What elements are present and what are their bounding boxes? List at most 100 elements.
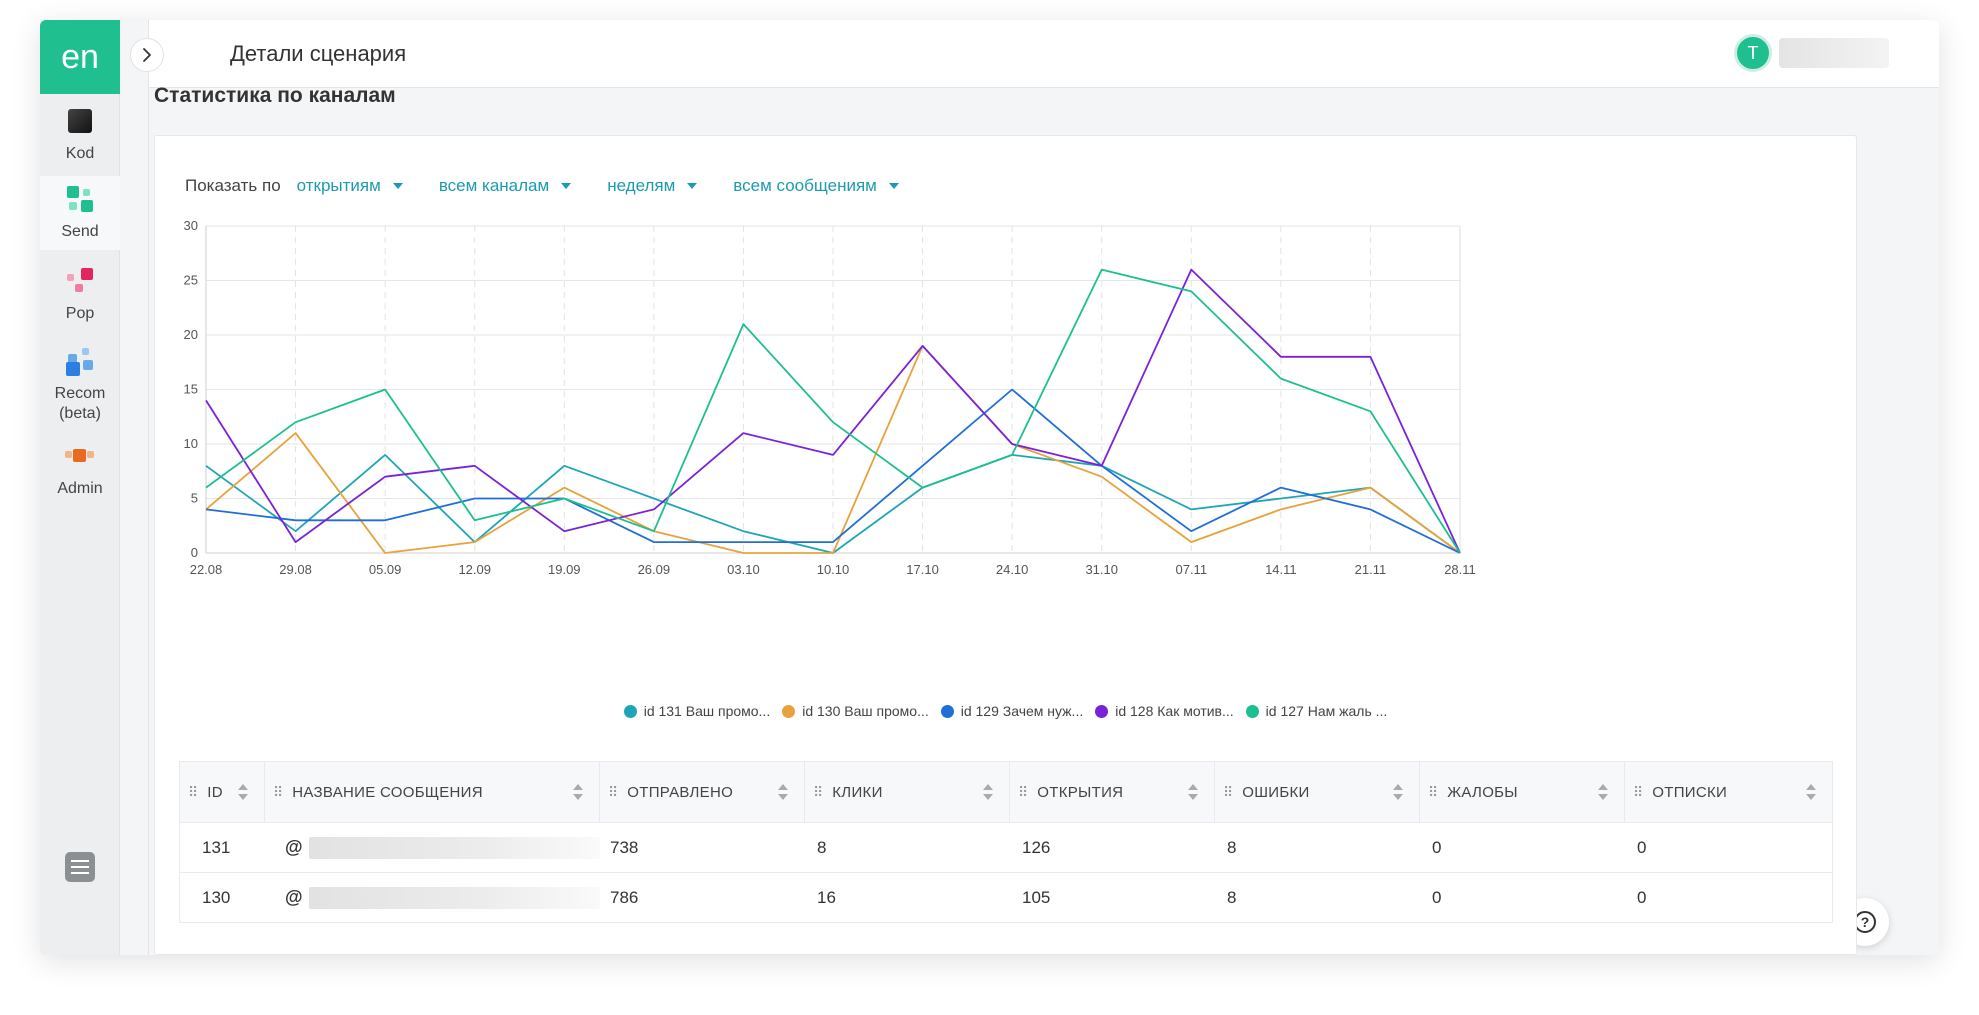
sort-icon[interactable] xyxy=(238,784,248,800)
drag-handle-icon[interactable]: ⠿ xyxy=(608,783,618,800)
x-tick-label: 24.10 xyxy=(996,562,1029,577)
col-complaints[interactable]: ⠿ ЖАЛОБЫ xyxy=(1420,762,1625,822)
col-label: ЖАЛОБЫ xyxy=(1447,783,1518,801)
legend-label: id 131 Ваш промо... xyxy=(643,703,771,719)
chevron-right-icon xyxy=(143,48,151,62)
settings-sliders-icon[interactable] xyxy=(65,852,95,882)
cell-errors: 8 xyxy=(1227,887,1237,907)
message-name-redacted xyxy=(308,836,600,859)
sort-icon[interactable] xyxy=(778,784,788,800)
pop-icon xyxy=(65,266,95,296)
col-label: ОТКРЫТИЯ xyxy=(1037,783,1124,801)
x-tick-label: 10.10 xyxy=(817,562,850,577)
sidebar-item-kod[interactable]: Kod xyxy=(40,94,120,176)
period-dropdown[interactable]: неделям xyxy=(607,176,698,196)
legend-label: id 128 Как мотив... xyxy=(1115,703,1234,719)
caret-down-icon xyxy=(392,183,403,189)
series-line-3 xyxy=(205,388,1461,554)
x-tick-label: 26.09 xyxy=(638,562,671,577)
x-tick-label: 29.08 xyxy=(279,562,312,577)
legend-item[interactable]: id 130 Ваш промо... xyxy=(782,703,929,719)
cell-unsubs: 0 xyxy=(1637,837,1647,857)
sidebar-item-recom[interactable]: Recom (beta) xyxy=(40,340,120,430)
expand-sidebar-button[interactable] xyxy=(130,38,164,72)
sidebar-item-label: Recom (beta) xyxy=(54,385,106,422)
cell-name: @ xyxy=(265,836,600,859)
drag-handle-icon[interactable]: ⠿ xyxy=(1018,783,1028,800)
col-label: КЛИКИ xyxy=(832,783,883,801)
drag-handle-icon[interactable]: ⠿ xyxy=(813,783,823,800)
sort-icon[interactable] xyxy=(1188,784,1198,800)
sidebar-item-send[interactable]: Send xyxy=(40,176,120,250)
x-tick-label: 31.10 xyxy=(1085,562,1118,577)
sidebar-item-label: Kod xyxy=(65,145,95,162)
col-label: ID xyxy=(207,783,223,801)
legend-swatch xyxy=(1095,704,1109,718)
drag-handle-icon[interactable]: ⠿ xyxy=(188,783,198,800)
legend-item[interactable]: id 128 Как мотив... xyxy=(1095,703,1234,719)
metric-dropdown[interactable]: открытиям xyxy=(297,176,403,196)
sidebar-item-label: Send xyxy=(61,223,99,240)
legend-item[interactable]: id 129 Зачем нуж... xyxy=(940,703,1084,719)
drag-handle-icon[interactable]: ⠿ xyxy=(273,783,283,800)
caret-down-icon xyxy=(888,183,899,189)
messages-dropdown[interactable]: всем сообщениям xyxy=(733,176,899,196)
y-tick-label: 25 xyxy=(184,273,198,288)
x-tick-label: 17.10 xyxy=(906,562,939,577)
col-label: ОШИБКИ xyxy=(1242,783,1310,801)
col-id[interactable]: ⠿ ID xyxy=(180,762,265,822)
table-row[interactable]: 130 @ 786 16 105 8 0 0 xyxy=(179,873,1833,923)
legend-label: id 127 Нам жаль ... xyxy=(1265,703,1388,719)
cell-clicks: 16 xyxy=(817,887,836,907)
channel-value: всем каналам xyxy=(438,176,550,195)
cell-errors: 8 xyxy=(1227,837,1237,857)
x-tick-label: 12.09 xyxy=(458,562,491,577)
email-at-icon: @ xyxy=(285,887,303,907)
col-name[interactable]: ⠿ НАЗВАНИЕ СООБЩЕНИЯ xyxy=(265,762,600,822)
sidebar-item-label: Pop xyxy=(65,305,95,322)
col-clicks[interactable]: ⠿ КЛИКИ xyxy=(805,762,1010,822)
legend-item[interactable]: id 131 Ваш промо... xyxy=(623,703,771,719)
sidebar-item-admin[interactable]: Admin xyxy=(40,430,120,510)
user-name-redacted[interactable] xyxy=(1779,38,1889,68)
channel-dropdown[interactable]: всем каналам xyxy=(438,176,572,196)
sort-icon[interactable] xyxy=(1806,784,1816,800)
logo[interactable]: en xyxy=(40,20,120,94)
sort-icon[interactable] xyxy=(983,784,993,800)
message-name-redacted xyxy=(308,886,600,909)
section-title: Статистика по каналам xyxy=(154,84,396,107)
x-tick-label: 07.11 xyxy=(1175,562,1207,577)
legend-swatch xyxy=(940,704,954,718)
cell-clicks: 8 xyxy=(817,837,827,857)
line-chart: 0 5 10 15 20 25 30 22.08 29.08 05.09 12.09 19.09 26.… xyxy=(184,218,1476,577)
cell-sent: 738 xyxy=(610,837,639,857)
avatar[interactable]: T xyxy=(1734,34,1772,72)
cell-unsubs: 0 xyxy=(1637,887,1647,907)
drag-handle-icon[interactable]: ⠿ xyxy=(1633,783,1643,800)
sidebar-item-pop[interactable]: Pop xyxy=(40,250,120,340)
col-unsubs[interactable]: ⠿ ОТПИСКИ xyxy=(1625,762,1832,822)
kod-icon xyxy=(65,106,95,136)
messages-value: всем сообщениям xyxy=(733,176,877,195)
messages-table: ⠿ ID ⠿ НАЗВАНИЕ СООБЩЕНИЯ ⠿ ОТПРАВЛЕНО ⠿ КЛИ… xyxy=(179,761,1833,923)
send-icon xyxy=(65,184,95,214)
cell-name: @ xyxy=(265,886,600,909)
col-errors[interactable]: ⠿ ОШИБКИ xyxy=(1215,762,1420,822)
help-icon: ? xyxy=(1854,911,1876,933)
table-header: ⠿ ID ⠿ НАЗВАНИЕ СООБЩЕНИЯ ⠿ ОТПРАВЛЕНО ⠿ КЛИ… xyxy=(179,761,1833,823)
legend-item[interactable]: id 127 Нам жаль ... xyxy=(1245,703,1388,719)
cell-opens: 105 xyxy=(1022,887,1051,907)
drag-handle-icon[interactable]: ⠿ xyxy=(1223,783,1233,800)
top-bar: Детали сценария T xyxy=(149,20,1939,88)
drag-handle-icon[interactable]: ⠿ xyxy=(1428,783,1438,800)
sort-icon[interactable] xyxy=(1598,784,1608,800)
page-title: Детали сценария xyxy=(230,41,407,66)
sort-icon[interactable] xyxy=(1393,784,1403,800)
col-sent[interactable]: ⠿ ОТПРАВЛЕНО xyxy=(600,762,805,822)
col-opens[interactable]: ⠿ ОТКРЫТИЯ xyxy=(1010,762,1215,822)
series-line-5 xyxy=(205,268,1461,554)
legend-label: id 129 Зачем нуж... xyxy=(960,703,1084,719)
y-tick-label: 5 xyxy=(191,491,198,506)
table-row[interactable]: 131 @ 738 8 126 8 0 0 xyxy=(179,823,1833,873)
sort-icon[interactable] xyxy=(573,784,583,800)
